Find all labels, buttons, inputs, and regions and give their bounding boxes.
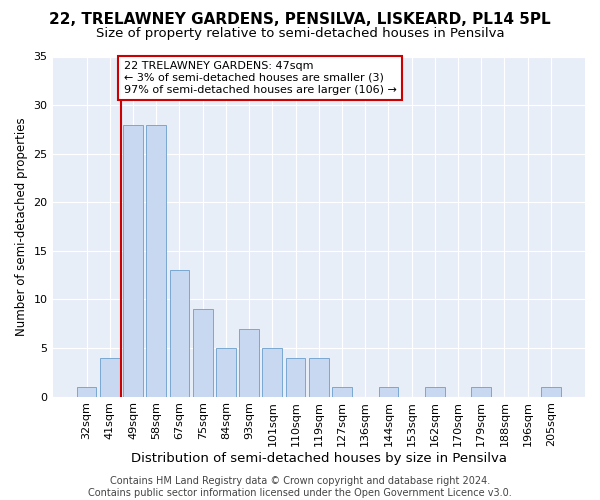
Text: 22 TRELAWNEY GARDENS: 47sqm
← 3% of semi-detached houses are smaller (3)
97% of : 22 TRELAWNEY GARDENS: 47sqm ← 3% of semi…: [124, 62, 397, 94]
Bar: [146, 124, 166, 396]
Bar: [286, 358, 305, 397]
Bar: [472, 387, 491, 396]
Bar: [332, 387, 352, 396]
Bar: [170, 270, 190, 396]
Bar: [193, 309, 212, 396]
Bar: [77, 387, 97, 396]
Bar: [239, 328, 259, 396]
Text: Contains HM Land Registry data © Crown copyright and database right 2024.
Contai: Contains HM Land Registry data © Crown c…: [88, 476, 512, 498]
Text: 22, TRELAWNEY GARDENS, PENSILVA, LISKEARD, PL14 5PL: 22, TRELAWNEY GARDENS, PENSILVA, LISKEAR…: [49, 12, 551, 28]
Bar: [262, 348, 282, 397]
Bar: [309, 358, 329, 397]
Bar: [123, 124, 143, 396]
Text: Size of property relative to semi-detached houses in Pensilva: Size of property relative to semi-detach…: [95, 28, 505, 40]
Bar: [425, 387, 445, 396]
Bar: [100, 358, 119, 397]
Y-axis label: Number of semi-detached properties: Number of semi-detached properties: [15, 117, 28, 336]
Bar: [379, 387, 398, 396]
Bar: [541, 387, 561, 396]
X-axis label: Distribution of semi-detached houses by size in Pensilva: Distribution of semi-detached houses by …: [131, 452, 507, 465]
Bar: [216, 348, 236, 397]
